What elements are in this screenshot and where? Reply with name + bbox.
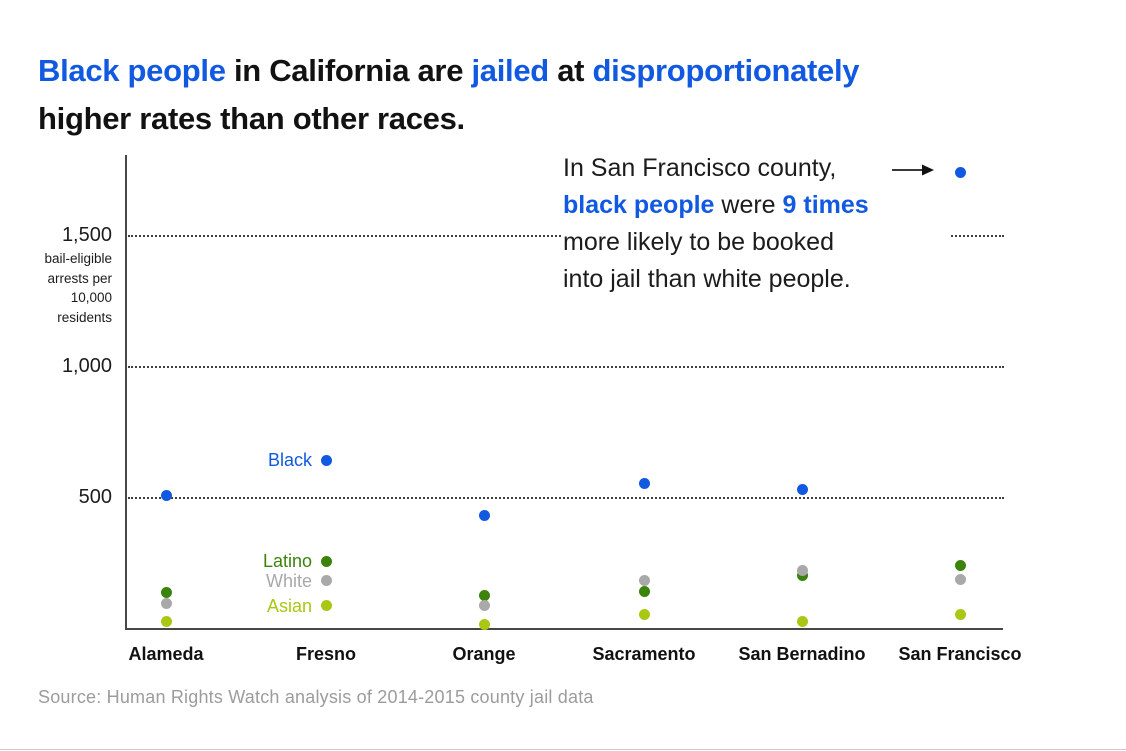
y-axis-unit-line: arrests per (47, 270, 112, 286)
data-dot-asian-fresno (320, 600, 332, 612)
series-label-latino: Latino (262, 551, 312, 572)
x-axis-label-san-francisco: San Francisco (898, 644, 1022, 664)
bottom-edge-divider (0, 749, 1126, 750)
y-axis-unit-line: residents (57, 309, 112, 325)
y-axis-unit-line: 10,000 (70, 290, 112, 305)
gridline (128, 497, 1004, 499)
data-dot-latino-orange (478, 589, 490, 601)
data-dot-asian-san-francisco (954, 609, 966, 621)
series-label-white: White (265, 570, 312, 591)
data-dot-black-fresno (320, 454, 332, 466)
text-segment: 9 times (782, 191, 869, 219)
series-label-black: Black (267, 450, 312, 471)
x-axis-label-orange: Orange (452, 644, 516, 664)
text-segment: Black people (38, 52, 226, 88)
data-dot-white-sacramento (638, 575, 650, 587)
annotation-arrow-icon (892, 164, 934, 176)
chart-title-line: higher rates than other races. (38, 95, 1108, 143)
chart-title: Black people in California are jailed at… (38, 47, 1108, 143)
text-segment: disproportionately (592, 52, 860, 88)
text-segment: more likely to be booked (563, 228, 834, 256)
x-axis-line (125, 628, 1003, 630)
text-segment: in California are (225, 52, 472, 88)
chart-title-line: Black people in California are jailed at… (38, 47, 1108, 95)
text-segment: higher rates than other races. (38, 100, 465, 136)
y-tick-label: 1,500 (61, 224, 112, 246)
data-dot-black-orange (478, 509, 490, 521)
annotation-line: into jail than white people. (563, 261, 949, 298)
text-segment: at (548, 52, 593, 88)
y-axis-unit-line: bail-eligible (44, 251, 112, 266)
text-segment: In San Francisco county, (563, 154, 837, 182)
x-axis-label-san-bernadino: San Bernadino (738, 644, 866, 664)
x-axis-label-sacramento: Sacramento (592, 644, 696, 664)
data-dot-asian-sacramento (638, 609, 650, 621)
text-segment: jailed (471, 52, 549, 88)
annotation-line: In San Francisco county, (563, 150, 949, 187)
y-tick-label: 500 (78, 486, 112, 508)
text-segment: were (714, 191, 783, 219)
text-segment: into jail than white people. (563, 265, 851, 293)
x-axis-label-fresno: Fresno (295, 644, 357, 664)
data-dot-white-fresno (320, 575, 332, 587)
gridline (128, 366, 1004, 368)
data-dot-black-sacramento (638, 478, 650, 490)
data-dot-asian-orange (478, 618, 490, 630)
data-dot-latino-sacramento (638, 585, 650, 597)
data-dot-white-san-francisco (954, 574, 966, 586)
data-dot-black-san-bernadino (796, 483, 808, 495)
annotation-line: black people were 9 times (563, 187, 949, 224)
data-dot-black-san-francisco (954, 166, 966, 178)
y-axis-unit-label: bail-eligible arrests per 10,000 residents (16, 249, 112, 327)
data-dot-asian-alameda (160, 615, 172, 627)
text-segment: black people (563, 191, 715, 219)
y-axis-line (125, 155, 127, 630)
data-dot-white-alameda (160, 597, 172, 609)
x-axis-label-alameda: Alameda (128, 644, 204, 664)
annotation-callout: In San Francisco county, black people wer… (563, 150, 949, 298)
annotation-line: more likely to be booked (563, 224, 949, 261)
series-label-asian: Asian (266, 595, 312, 616)
data-dot-latino-san-francisco (954, 559, 966, 571)
data-dot-latino-fresno (320, 555, 332, 567)
data-dot-latino-alameda (160, 587, 172, 599)
y-tick-label: 1,000 (61, 355, 112, 377)
source-note: Source: Human Rights Watch analysis of 2… (38, 687, 594, 707)
data-dot-white-orange (478, 600, 490, 612)
data-dot-black-alameda (160, 490, 172, 502)
data-dot-white-san-bernadino (796, 564, 808, 576)
data-dot-asian-san-bernadino (796, 615, 808, 627)
